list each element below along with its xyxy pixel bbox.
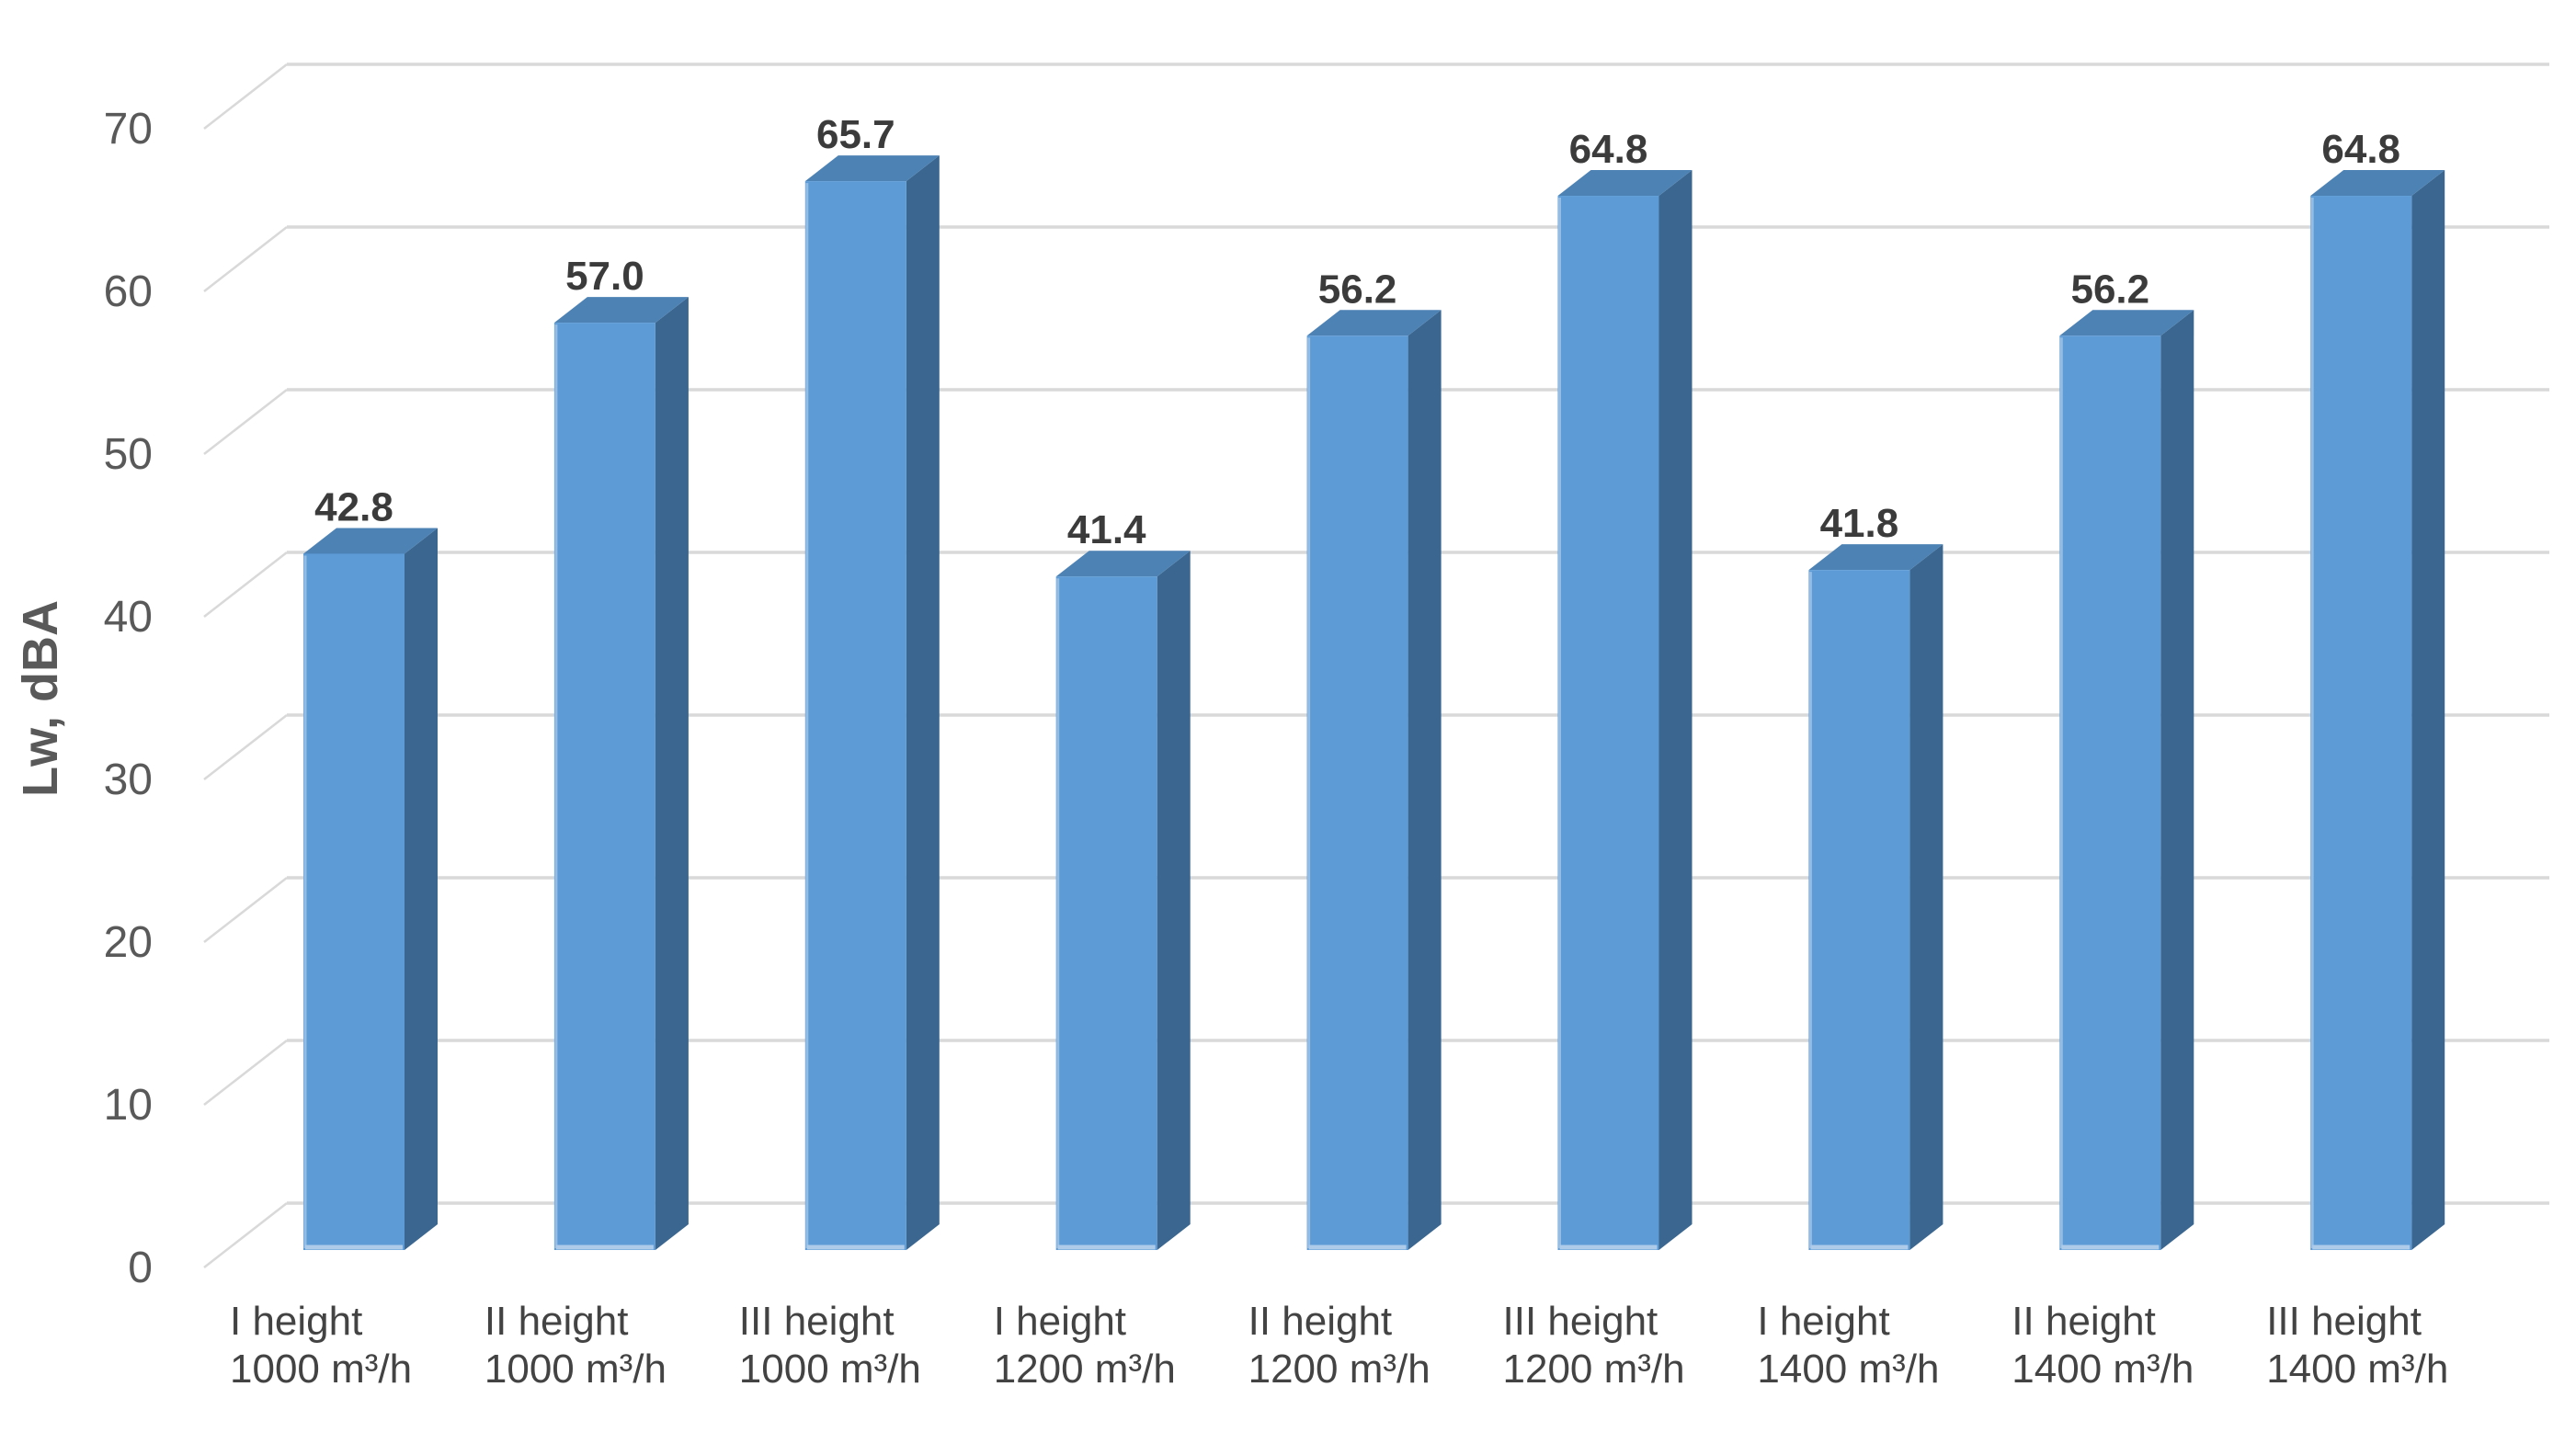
category-label-line1: I height xyxy=(230,1299,362,1344)
category-label-line2: 1000 m³/h xyxy=(484,1347,667,1392)
bar-top-face xyxy=(553,297,689,324)
bar-value-label: 41.4 xyxy=(1067,507,1146,552)
category-label-line2: 1000 m³/h xyxy=(739,1347,921,1392)
bar-side-face xyxy=(1408,310,1442,1250)
bar-side-face xyxy=(2411,170,2445,1250)
category-label-line2: 1200 m³/h xyxy=(994,1347,1176,1392)
y-axis-title: Lw, dBA xyxy=(13,600,68,797)
bar-front-face xyxy=(1055,576,1157,1250)
bar-side-face xyxy=(1658,170,1693,1250)
bar-value-label: 64.8 xyxy=(1569,127,1648,172)
bar-top-face xyxy=(1055,551,1191,577)
category-label-line1: I height xyxy=(994,1299,1126,1344)
bar-top-face xyxy=(1306,310,1442,336)
y-axis-tick-label: 60 xyxy=(104,267,153,316)
bar-side-face xyxy=(906,155,940,1251)
category-label-line2: 1200 m³/h xyxy=(1248,1347,1430,1392)
bar-side-face xyxy=(1909,544,1943,1250)
bar-front-face xyxy=(1306,335,1408,1250)
axis-depth-connector xyxy=(203,551,288,618)
bar-value-label: 56.2 xyxy=(2070,267,2149,312)
category-label-line1: II height xyxy=(1248,1299,1393,1344)
y-axis-tick-label: 0 xyxy=(128,1244,153,1292)
y-axis-tick-label: 50 xyxy=(104,430,153,479)
bar-top-face xyxy=(2310,170,2445,197)
axis-depth-connector xyxy=(203,1040,288,1106)
category-label-line1: I height xyxy=(1757,1299,1889,1344)
bar-front-face xyxy=(1557,196,1659,1250)
bar-value-label: 41.8 xyxy=(1820,501,1899,546)
axis-depth-connector xyxy=(203,226,288,292)
bar-side-face xyxy=(655,297,689,1251)
y-axis-tick-label: 20 xyxy=(104,918,153,967)
axis-depth-connector xyxy=(203,63,288,130)
category-label-line2: 1400 m³/h xyxy=(2012,1347,2194,1392)
category-label-line2: 1400 m³/h xyxy=(2266,1347,2448,1392)
y-axis-tick-label: 70 xyxy=(104,105,153,153)
bar-value-label: 42.8 xyxy=(314,484,393,529)
y-axis-tick-label: 10 xyxy=(104,1081,153,1130)
category-label-line2: 1400 m³/h xyxy=(1757,1347,1939,1392)
bar-top-face xyxy=(1808,544,1943,571)
axis-depth-connector xyxy=(203,389,288,455)
bar-value-label: 64.8 xyxy=(2321,127,2400,172)
bar-front-face xyxy=(1808,570,1910,1250)
bar-front-face xyxy=(553,323,655,1251)
category-label-line1: II height xyxy=(2012,1299,2156,1344)
bar-front-face xyxy=(2059,335,2161,1250)
y-axis-tick-label: 40 xyxy=(104,593,153,642)
bar-side-face xyxy=(2160,310,2194,1250)
axis-depth-connector xyxy=(203,714,288,780)
bar-front-face xyxy=(804,181,906,1251)
axis-depth-connector xyxy=(203,1202,288,1268)
bar-top-face xyxy=(2059,310,2194,336)
bar-top-face xyxy=(804,155,940,182)
y-axis-tick-label: 30 xyxy=(104,756,153,804)
category-label-line1: II height xyxy=(484,1299,629,1344)
bars-layer xyxy=(303,155,2445,1251)
bar-front-face xyxy=(303,553,405,1250)
category-label-line1: III height xyxy=(1503,1299,1658,1344)
bar-top-face xyxy=(303,528,438,554)
category-label-line1: III height xyxy=(739,1299,895,1344)
bar-value-label: 56.2 xyxy=(1318,267,1397,312)
bar-value-label: 57.0 xyxy=(565,254,644,299)
bar-front-face xyxy=(2310,196,2412,1250)
bar-side-face xyxy=(405,528,438,1250)
bar-value-label: 65.7 xyxy=(816,112,895,157)
category-label-line2: 1200 m³/h xyxy=(1503,1347,1685,1392)
category-label-line2: 1000 m³/h xyxy=(230,1347,412,1392)
axis-depth-connector xyxy=(203,877,288,943)
bar-top-face xyxy=(1557,170,1693,197)
category-label-line1: III height xyxy=(2266,1299,2422,1344)
bar-side-face xyxy=(1157,551,1191,1250)
